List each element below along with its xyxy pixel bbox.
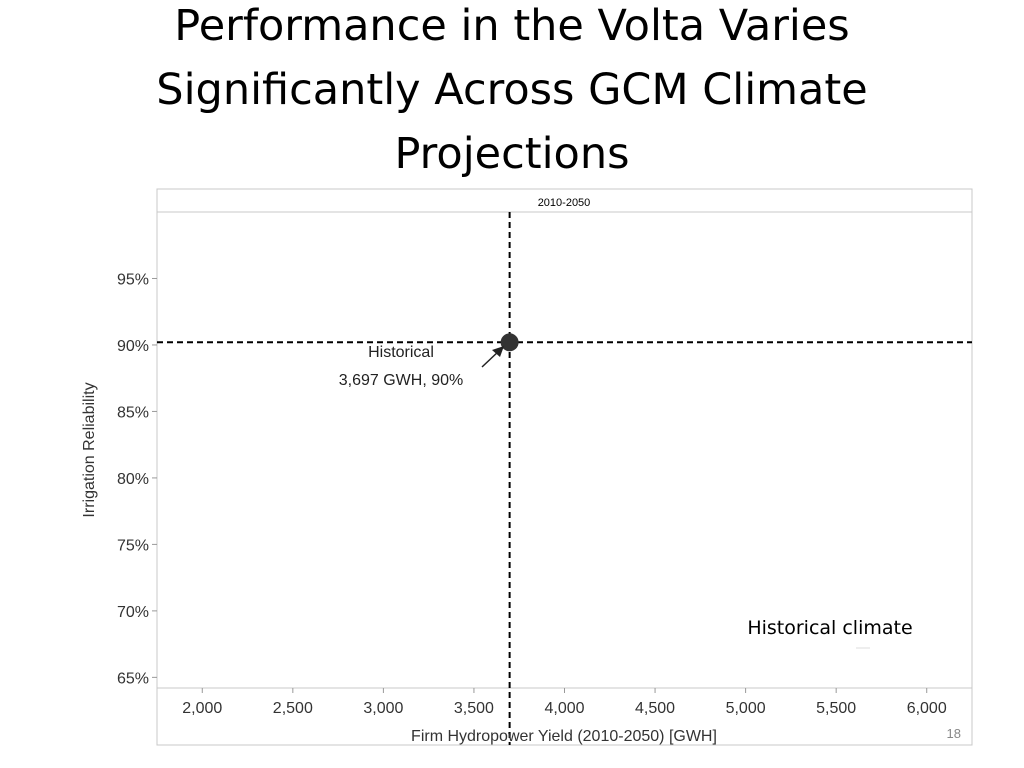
x-tick-label: 3,500 [454,700,494,717]
y-tick-label: 70% [117,604,149,621]
slide-number: 18 [947,726,961,741]
legend-entry-historical-climate: Historical climate [747,617,912,639]
annotation-line-1: Historical [368,344,434,361]
y-tick-label: 65% [117,670,149,687]
y-axis-ticks: 65% 70% 75% 80% 85% 90% 95% [117,271,157,687]
x-tick-label: 5,000 [726,700,766,717]
x-tick-label: 5,500 [816,700,856,717]
title-line-1: Performance in the Volta Varies [174,1,850,51]
y-tick-label: 75% [117,537,149,554]
y-tick-label: 85% [117,404,149,421]
title-line-2: Significantly Across GCM Climate [156,65,868,115]
arrow-head-icon [492,346,504,357]
data-point-historical [500,333,519,352]
y-tick-label: 90% [117,338,149,355]
x-tick-label: 4,500 [635,700,675,717]
x-tick-label: 2,000 [182,700,222,717]
historical-annotation: Historical 3,697 GWH, 90% [339,344,504,389]
x-tick-label: 2,500 [273,700,313,717]
x-axis-title: Firm Hydropower Yield (2010-2050) [GWH] [411,728,717,745]
x-tick-label: 3,000 [363,700,403,717]
y-tick-label: 95% [117,271,149,288]
y-tick-label: 80% [117,471,149,488]
plot-frame [156,188,973,746]
annotation-line-2: 3,697 GWH, 90% [339,372,464,389]
panel-label: 2010-2050 [538,197,591,209]
x-tick-label: 4,000 [544,700,584,717]
title-line-3: Projections [394,129,630,179]
y-axis-title: Irrigation Reliability [81,382,98,517]
x-tick-label: 6,000 [907,700,947,717]
slide-title: Performance in the Volta Varies Signific… [60,0,964,186]
legend: Historical climate [747,617,913,649]
data-points [500,333,519,352]
x-axis-ticks: 2,000 2,500 3,000 3,500 4,000 4,500 5,000 5,500… [182,688,947,717]
reference-lines [157,212,972,745]
